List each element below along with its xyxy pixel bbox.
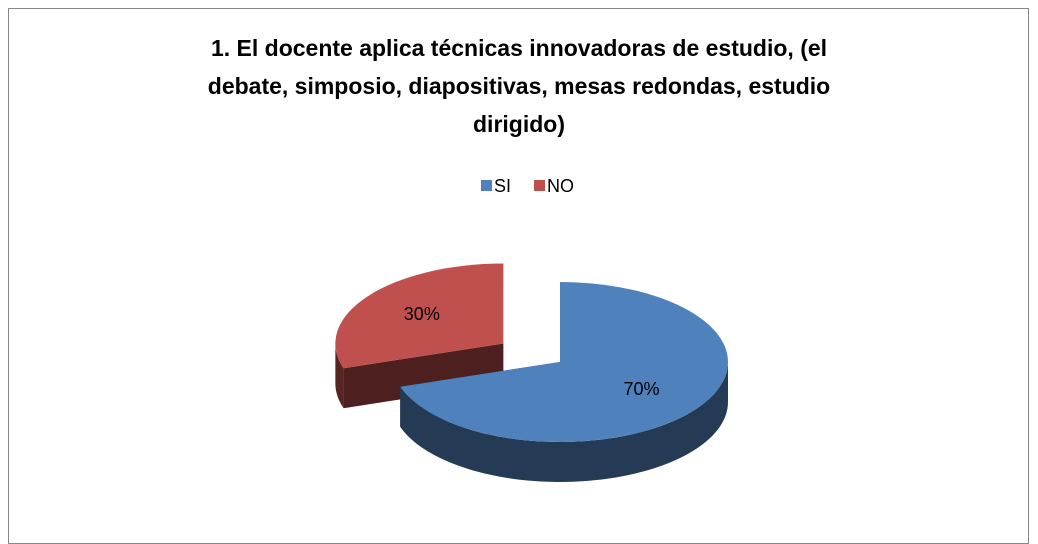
chart-title: debate, simposio, diapositivas, mesas re… <box>208 73 830 99</box>
pie-side <box>400 362 728 483</box>
legend-label: NO <box>547 176 574 196</box>
pie-side <box>335 343 344 409</box>
legend-swatch <box>534 180 545 191</box>
pie-slice <box>335 263 504 369</box>
chart-title: dirigido) <box>473 111 565 137</box>
chart-title: 1. El docente aplica técnicas innovadora… <box>211 35 827 61</box>
data-label: 30% <box>404 304 440 324</box>
pie-slice <box>400 282 728 442</box>
pie-side <box>343 343 504 409</box>
data-label: 70% <box>624 379 660 399</box>
legend-label: SI <box>494 176 511 196</box>
legend-swatch <box>481 180 492 191</box>
